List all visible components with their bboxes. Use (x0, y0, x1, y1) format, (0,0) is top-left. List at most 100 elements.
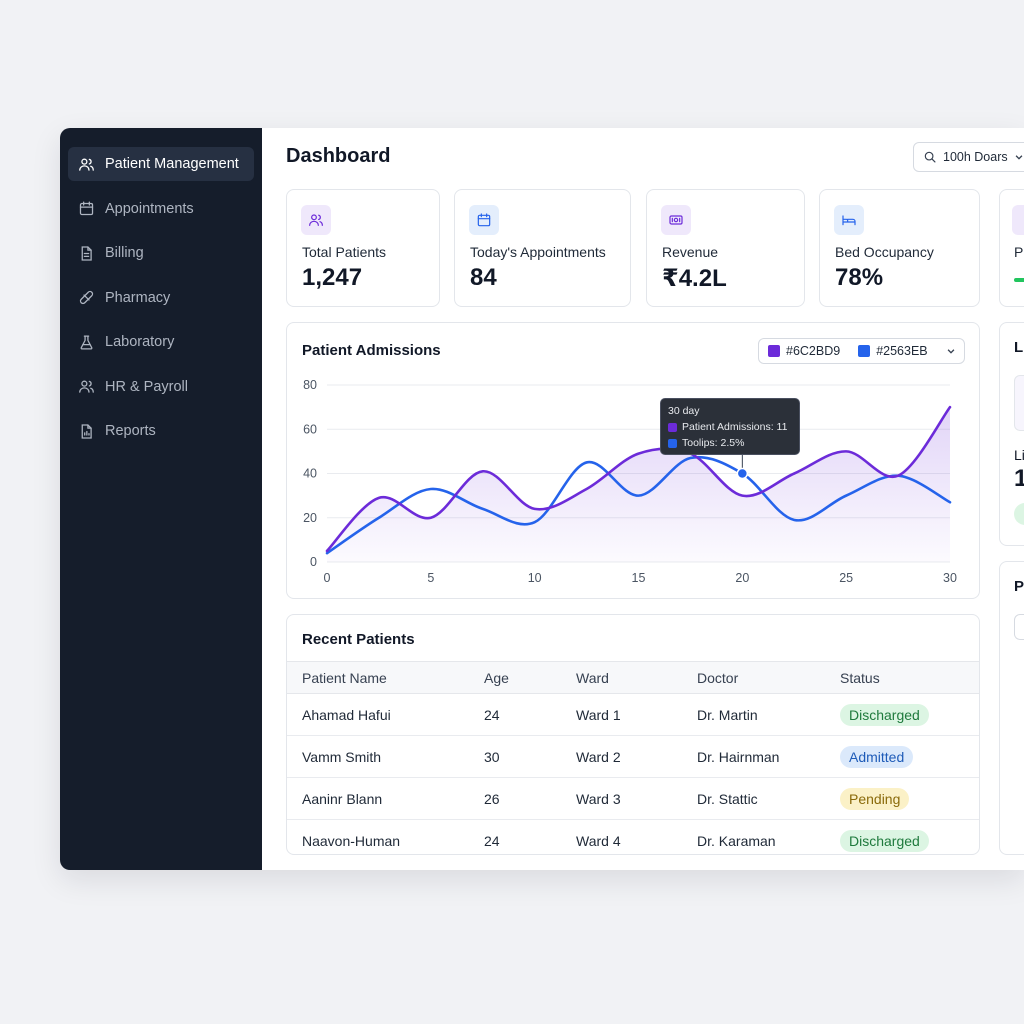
sidebar-item-pharmacy[interactable]: Pharmacy (68, 281, 254, 315)
stat-value: 1,247 (302, 264, 363, 291)
table-cell-name: Naavon-Human (302, 832, 401, 849)
search-input[interactable]: 100h Doars (913, 142, 1024, 172)
stat-label: Today's Appointments (470, 244, 606, 260)
tooltip-title: 30 day (668, 405, 700, 417)
table-row[interactable]: Vamm Smith 30 Ward 2 Dr. Hairnman Admitted (287, 736, 979, 778)
x-tick-label: 0 (324, 571, 331, 585)
sidebar-item-appointments[interactable]: Appointments (68, 192, 254, 226)
column-header[interactable]: Patient Name (302, 669, 387, 686)
users-icon (78, 378, 95, 395)
right-panel-value: 1 (1014, 465, 1024, 492)
stat-value: 84 (470, 264, 497, 291)
column-header[interactable]: Doctor (697, 669, 739, 686)
right-panel-label: Li (1014, 447, 1024, 463)
column-header[interactable]: Age (484, 669, 509, 686)
table-row[interactable]: Ahamad Hafui 24 Ward 1 Dr. Martin Discharged (287, 694, 979, 736)
stat-label: Revenue (662, 244, 719, 260)
table-cell-age: 24 (484, 832, 500, 849)
users-icon (301, 205, 331, 235)
sidebar-item-label: Pharmacy (105, 289, 171, 306)
stat-card-bed-occupancy[interactable]: Bed Occupancy 78% (819, 189, 980, 307)
tooltip-swatch (668, 438, 677, 448)
highlight-point (736, 467, 749, 480)
chevron-down-icon (947, 349, 955, 354)
search-value: 100h Doars (943, 150, 1008, 164)
pill-icon (78, 289, 95, 306)
sidebar-item-patient-management[interactable]: Patient Management (68, 147, 254, 181)
flask-icon (78, 334, 95, 351)
legend-swatch (858, 345, 871, 357)
x-tick-label: 10 (528, 571, 542, 585)
calendar-icon (78, 200, 95, 217)
table-cell-status: Admitted (840, 736, 914, 777)
sidebar-item-reports[interactable]: Reports (68, 414, 254, 448)
status-badge: Discharged (840, 703, 929, 726)
sidebar-item-label: Billing (105, 245, 144, 261)
stat-label: Bed Occupancy (835, 244, 934, 260)
table-cell-ward: Ward 2 (576, 748, 621, 765)
page-title: Dashboard (286, 145, 391, 167)
table-cell-ward: Ward 4 (576, 832, 621, 849)
table-cell-name: Ahamad Hafui (302, 706, 391, 723)
series-line (325, 455, 952, 555)
tooltip-text: Toolips: 2.5% (682, 437, 745, 449)
sidebar-item-laboratory[interactable]: Laboratory (68, 325, 254, 359)
chart-legend-select[interactable]: #6C2BD9 #2563EB (758, 338, 965, 364)
table-cell-age: 30 (484, 748, 500, 765)
y-tick-label: 80 (303, 378, 317, 392)
x-tick-label: 20 (735, 571, 749, 585)
right-panel-card: L Li 1 (999, 322, 1024, 546)
stat-label: P (1014, 244, 1024, 260)
table-cell-ward: Ward 3 (576, 790, 621, 807)
sidebar-item-label: Reports (105, 423, 156, 439)
series-area-fill (327, 407, 950, 562)
legend-label: #6C2BD9 (786, 344, 841, 358)
stat-value: 78% (835, 264, 884, 291)
table-title: Recent Patients (302, 631, 415, 648)
column-header[interactable]: Status (840, 669, 880, 686)
stat-card-partial[interactable]: P (999, 189, 1024, 307)
y-tick-label: 40 (303, 467, 317, 481)
legend-item: #2563EB (858, 344, 928, 358)
table-header: Patient Name Age Ward Doctor Status (287, 661, 979, 694)
admissions-line-chart: 0 20 40 60 80 0 5 10 15 20 25 30 (303, 378, 957, 585)
money-icon (661, 205, 691, 235)
legend-item: #6C2BD9 (768, 344, 840, 358)
x-tick-label: 5 (427, 571, 434, 585)
stat-card-total-patients[interactable]: Total Patients 1,247 (286, 189, 440, 307)
stat-card-todays-appointments[interactable]: Today's Appointments 84 (454, 189, 631, 307)
series-line (325, 405, 952, 553)
x-tick-label: 25 (839, 571, 853, 585)
table-cell-ward: Ward 1 (576, 706, 621, 723)
legend-swatch (768, 345, 780, 357)
sidebar-item-hr-payroll[interactable]: HR & Payroll (68, 370, 254, 404)
bar-chart-icon (1012, 205, 1024, 235)
sidebar-item-label: Laboratory (105, 334, 175, 350)
calendar-icon (469, 205, 499, 235)
table-cell-doctor: Dr. Stattic (697, 790, 758, 807)
chart-title: Patient Admissions (302, 342, 441, 359)
sidebar-item-label: HR & Payroll (105, 378, 188, 395)
sidebar-item-billing[interactable]: Billing (68, 236, 254, 270)
column-header[interactable]: Ward (576, 669, 609, 686)
y-tick-label: 0 (310, 555, 317, 569)
right-panel-input[interactable] (1014, 614, 1024, 640)
table-cell-name: Aaninr Blann (302, 790, 383, 807)
table-row[interactable]: Aaninr Blann 26 Ward 3 Dr. Stattic Pending (287, 778, 979, 820)
stat-card-revenue[interactable]: Revenue ₹4.2L (646, 189, 805, 307)
table-cell-age: 26 (484, 790, 500, 807)
sidebar: Patient Management Appointments Billing … (60, 128, 262, 870)
users-icon (78, 156, 95, 173)
table-cell-name: Vamm Smith (302, 748, 382, 765)
stat-label: Total Patients (302, 244, 387, 260)
table-cell-status: Discharged (840, 694, 929, 735)
stat-value: ₹4.2L (662, 265, 727, 292)
chart-tooltip: 30 day Patient Admissions: 11 Toolips: 2… (660, 398, 800, 455)
recent-patients-card: Recent Patients Patient Name Age Ward Do… (286, 614, 980, 855)
chevron-down-icon[interactable] (1014, 152, 1024, 162)
table-cell-status: Discharged (840, 820, 929, 854)
right-panel-title: L (1014, 339, 1024, 356)
right-panel-title: P (1014, 578, 1024, 595)
progress-bar (1014, 278, 1024, 282)
table-row[interactable]: Naavon-Human 24 Ward 4 Dr. Karaman Discharge… (287, 820, 979, 854)
